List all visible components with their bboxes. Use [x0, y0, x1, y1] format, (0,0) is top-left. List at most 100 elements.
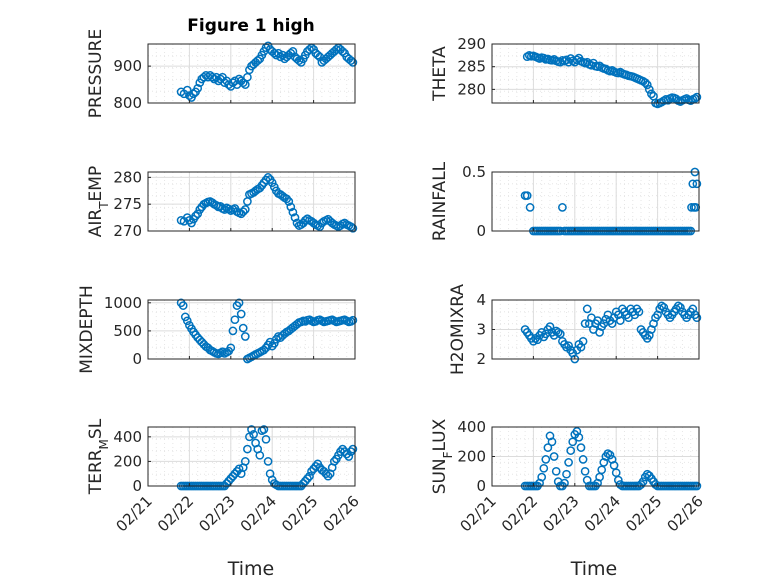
data-point	[338, 47, 347, 56]
y-tick-label: 0	[476, 222, 486, 240]
data-point	[261, 434, 271, 444]
subplot-h2omixra: 2 3 4 H2OMIXRA	[448, 284, 702, 375]
x-tick-label: 02/21	[113, 492, 156, 535]
data-point	[230, 315, 240, 325]
data-point	[673, 301, 683, 311]
y-tick-label: 285	[457, 58, 486, 76]
data-point	[580, 319, 590, 328]
data-point	[240, 205, 250, 214]
data-point	[288, 207, 298, 217]
y-tick-label: 400	[457, 418, 486, 436]
data-point	[230, 469, 240, 479]
data-point	[185, 91, 194, 100]
data-point	[238, 207, 248, 217]
data-point	[224, 476, 234, 486]
data-point	[558, 203, 567, 212]
data-point	[348, 444, 358, 454]
y-axis-label: PRESSURE	[86, 29, 106, 118]
data-point	[551, 466, 561, 476]
data-point	[263, 173, 273, 182]
y-tick-label: 0	[132, 350, 142, 368]
data-point	[566, 446, 576, 455]
data-points	[522, 50, 702, 109]
data-point	[207, 72, 217, 82]
axes-box	[491, 43, 700, 104]
data-point	[228, 326, 238, 336]
x-axis-label-right: Time	[570, 558, 618, 580]
y-tick-label: 900	[113, 57, 142, 75]
data-point	[255, 450, 265, 460]
data-point	[644, 85, 654, 94]
data-point	[232, 466, 242, 476]
data-point	[545, 322, 555, 331]
data-point	[307, 466, 316, 476]
data-point	[539, 463, 549, 473]
data-point	[687, 203, 696, 212]
data-point	[300, 215, 310, 225]
plot-area	[491, 171, 700, 232]
y-tick-label: 2	[476, 350, 486, 368]
data-point	[688, 179, 698, 189]
data-point	[329, 457, 339, 466]
data-points	[520, 301, 702, 364]
y-tick-label: 800	[113, 94, 142, 112]
x-tick-label: 02/22	[154, 492, 197, 535]
data-point	[525, 203, 535, 212]
data-point	[553, 328, 563, 337]
y-tick-label: 200	[457, 448, 486, 466]
data-point	[647, 89, 656, 99]
data-point	[676, 303, 685, 312]
y-tick-label: 400	[113, 428, 142, 446]
x-tick-label: 02/24	[237, 492, 280, 535]
data-point	[576, 443, 586, 452]
data-point	[224, 80, 234, 89]
data-point	[560, 478, 569, 488]
data-point	[263, 457, 273, 466]
y-tick-label: 280	[457, 80, 486, 98]
subplot-theta: 280 285 290 THETA	[430, 35, 702, 109]
figure-title: Figure 1 high	[187, 16, 315, 36]
data-point	[286, 202, 296, 212]
data-point	[634, 307, 644, 317]
data-point	[182, 316, 192, 326]
data-point	[605, 450, 615, 460]
data-point	[578, 455, 588, 464]
y-tick-label: 500	[113, 322, 142, 340]
y-tick-label: 270	[113, 222, 142, 240]
data-point	[562, 55, 571, 65]
y-axis-label: TERRMSL	[86, 418, 111, 495]
data-point	[321, 469, 331, 479]
data-point	[259, 345, 269, 355]
data-point	[224, 204, 234, 214]
data-point	[236, 309, 246, 319]
x-tick-label: 02/26	[320, 492, 363, 535]
data-points	[176, 41, 358, 102]
y-axis-label: MIXDEPTH	[77, 285, 97, 374]
y-tick-label: 3	[476, 321, 486, 339]
data-point	[342, 449, 352, 459]
data-point	[543, 443, 553, 452]
data-point	[348, 223, 358, 233]
data-point	[587, 60, 596, 70]
data-point	[564, 341, 573, 351]
data-point	[642, 80, 652, 90]
x-tick-label: 02/23	[539, 492, 582, 535]
data-point	[657, 301, 667, 311]
x-tick-label: 02/25	[278, 492, 321, 535]
data-point	[348, 315, 358, 325]
data-point	[692, 179, 702, 189]
data-point	[348, 58, 358, 67]
data-point	[313, 50, 323, 60]
data-point	[276, 52, 285, 62]
x-tick-label: 02/22	[498, 492, 541, 535]
data-point	[580, 466, 590, 476]
y-axis-label: AIRTEMP	[86, 166, 111, 237]
data-point	[601, 314, 611, 324]
data-point	[288, 47, 298, 56]
data-point	[234, 464, 244, 474]
data-point	[238, 78, 248, 88]
axes-box	[147, 171, 356, 232]
data-point	[243, 444, 252, 454]
data-point	[323, 471, 333, 481]
